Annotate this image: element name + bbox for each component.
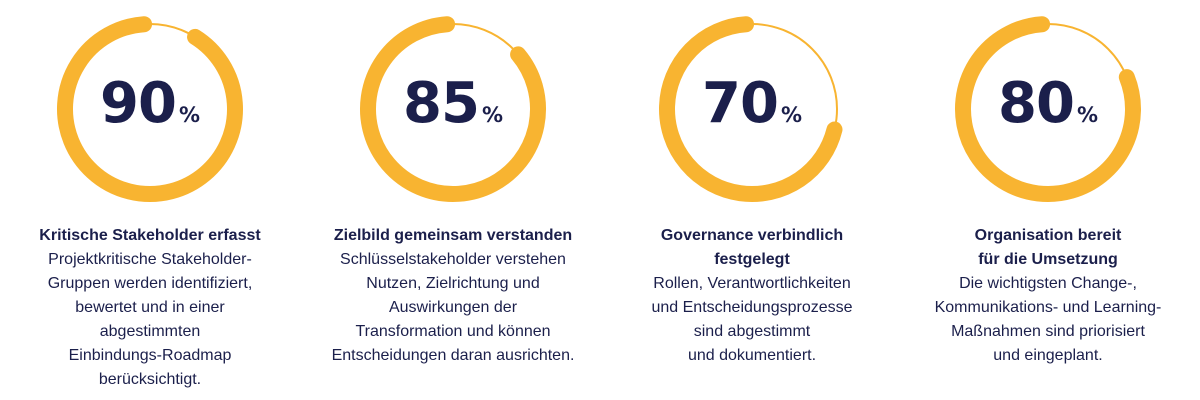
kpi-card-2: 85 % Zielbild gemeinsam verstanden Schlü…	[308, 0, 598, 400]
kpi-heading-2: Zielbild gemeinsam verstanden	[333, 227, 573, 244]
kpi-description-4: Die wichtigsten Change-, Kommunikations-…	[934, 275, 1162, 364]
kpi-card-1: 90 % Kritische Stakeholder erfasst Proje…	[5, 0, 295, 400]
kpi-number-2: 85	[403, 71, 480, 136]
kpi-number-4: 80	[998, 71, 1075, 136]
kpi-value-1: 90 %	[53, 12, 247, 206]
kpi-number-1: 90	[100, 71, 177, 136]
progress-arc-4	[955, 16, 1141, 202]
progress-ring-1	[53, 12, 247, 206]
kpi-value-3: 70 %	[655, 12, 849, 206]
kpi-unit-3: %	[780, 102, 802, 127]
progress-ring-4	[951, 12, 1145, 206]
kpi-heading-1: Kritische Stakeholder erfasst	[39, 227, 261, 244]
kpi-value-4: 80 %	[951, 12, 1145, 206]
progress-arc-2	[360, 16, 546, 202]
kpi-unit-1: %	[178, 102, 200, 127]
kpi-number-3: 70	[702, 71, 779, 136]
progress-ring-2	[356, 12, 550, 206]
kpi-description-2: Schlüsselstakeholder verstehen Nutzen, Z…	[331, 251, 575, 364]
kpi-value-2: 85 %	[356, 12, 550, 206]
kpi-unit-2: %	[481, 102, 503, 127]
progress-arc-1	[57, 16, 243, 202]
progress-arc-3	[659, 16, 843, 202]
kpi-description-3: Rollen, Verantwortlichkeiten und Entsche…	[651, 275, 853, 364]
kpi-card-4: 80 % Organisation bereit für die Umsetzu…	[903, 0, 1193, 400]
kpi-heading-3: Governance verbindlich festgelegt	[660, 227, 844, 268]
kpi-description-1: Projektkritische Stakeholder- Gruppen we…	[47, 251, 253, 388]
kpi-unit-4: %	[1076, 102, 1098, 127]
progress-ring-3	[655, 12, 849, 206]
kpi-card-3: 70 % Governance verbindlich festgelegt R…	[607, 0, 897, 400]
kpi-heading-4: Organisation bereit für die Umsetzung	[974, 227, 1122, 268]
